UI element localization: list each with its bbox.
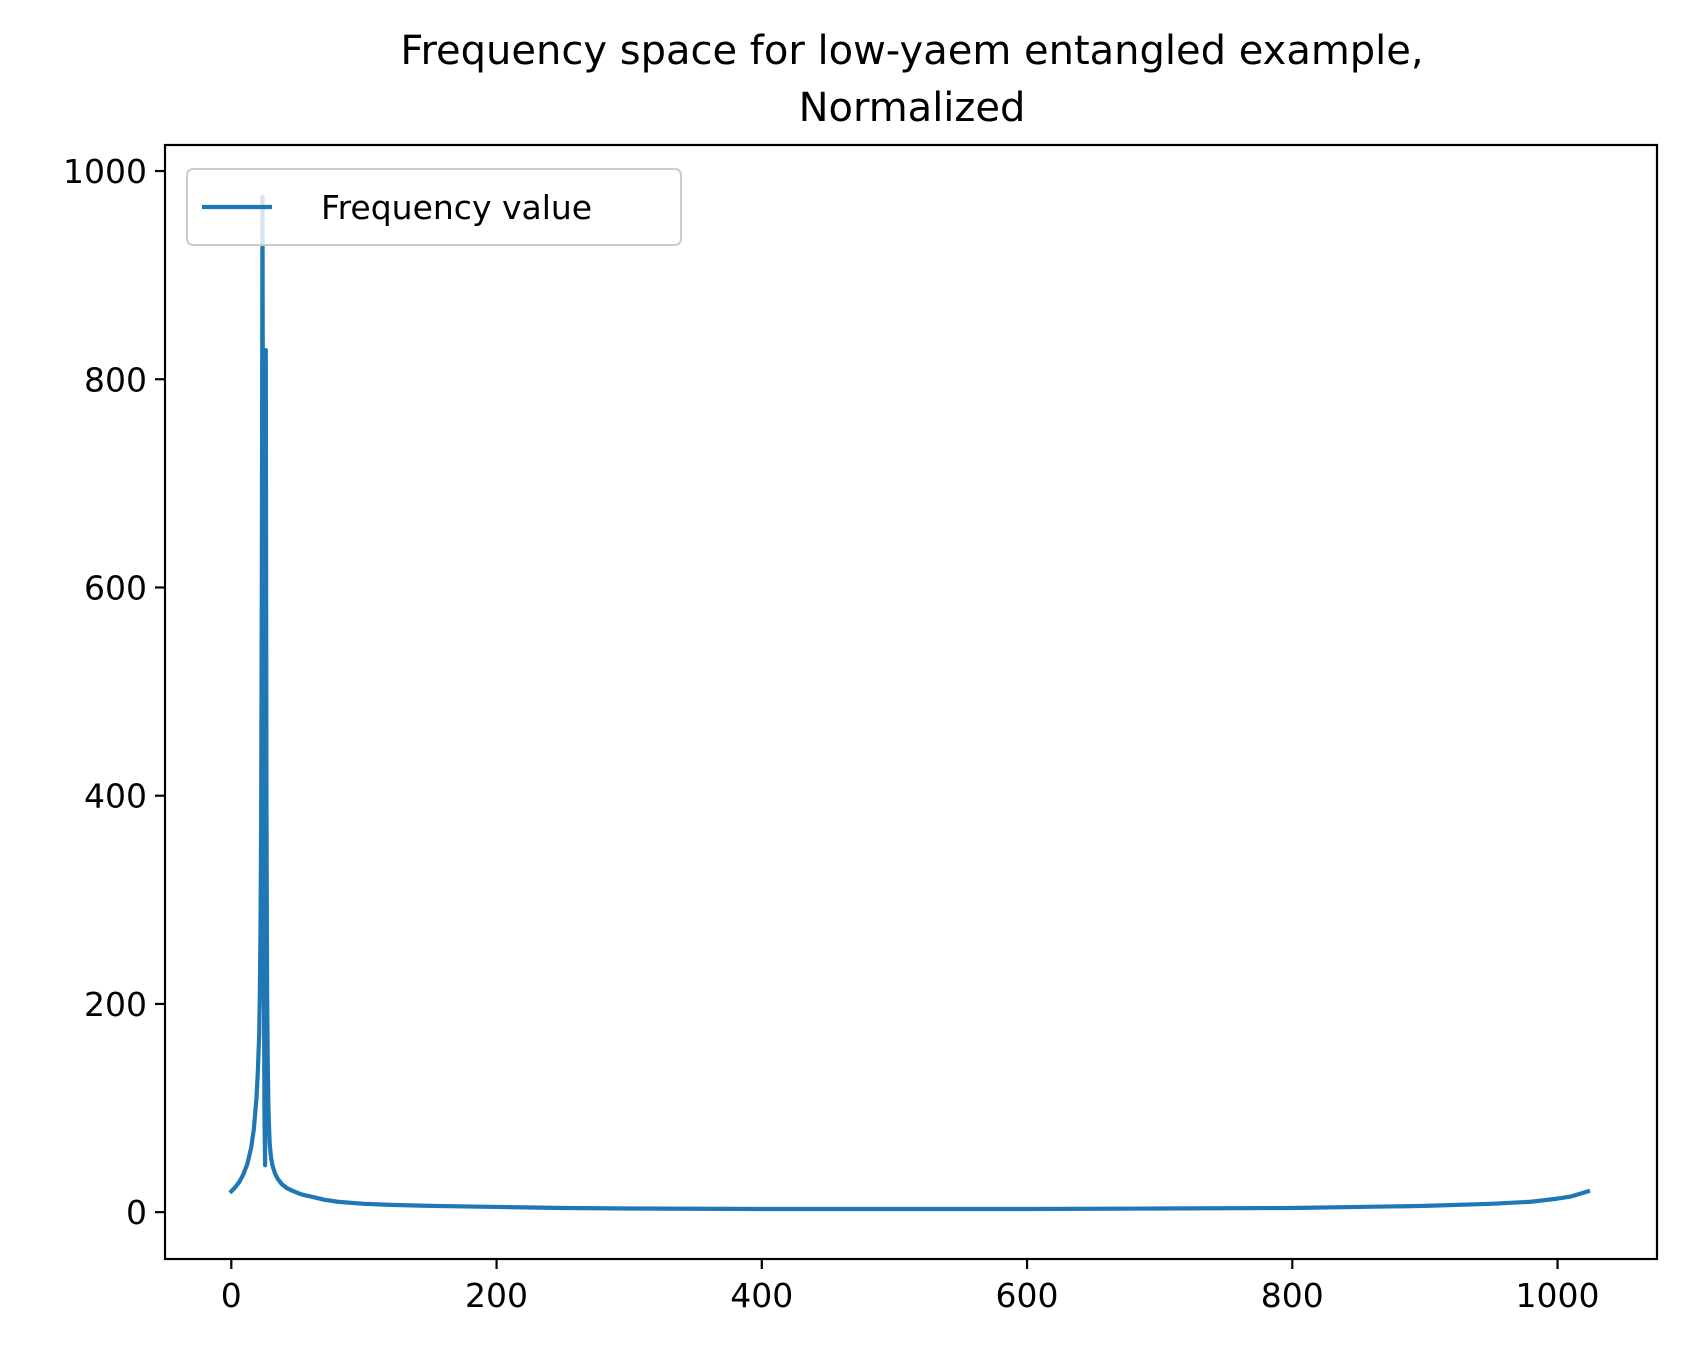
series-line-0 [228, 194, 1591, 1212]
legend-box [186, 168, 682, 246]
y-tick-label: 600 [84, 568, 147, 607]
y-tick-label: 400 [84, 777, 147, 816]
chart-title-line-2: Normalized [799, 85, 1026, 131]
x-tick-label: 800 [1261, 1276, 1324, 1315]
x-tick-label: 400 [730, 1276, 793, 1315]
x-tick-label: 0 [221, 1276, 242, 1315]
x-tick-label: 1000 [1516, 1276, 1600, 1315]
y-tick-label: 800 [84, 360, 147, 399]
y-tick-label: 1000 [63, 152, 147, 191]
legend: Frequency value [186, 168, 682, 246]
legend-label: Frequency value [321, 188, 592, 227]
chart-title-line-1: Frequency space for low-yaem entangled e… [400, 28, 1423, 74]
plot-area [165, 145, 1657, 1259]
plot-background [165, 145, 1657, 1259]
axes: 0 200 400 600 800 1000 0 200 400 600 800 1000 [63, 143, 1659, 1315]
x-tick-label: 600 [996, 1276, 1059, 1315]
x-tick-label: 200 [465, 1276, 528, 1315]
y-tick-label: 200 [84, 985, 147, 1024]
y-tick-label: 0 [126, 1193, 147, 1232]
axes-frame [163, 143, 1659, 1261]
